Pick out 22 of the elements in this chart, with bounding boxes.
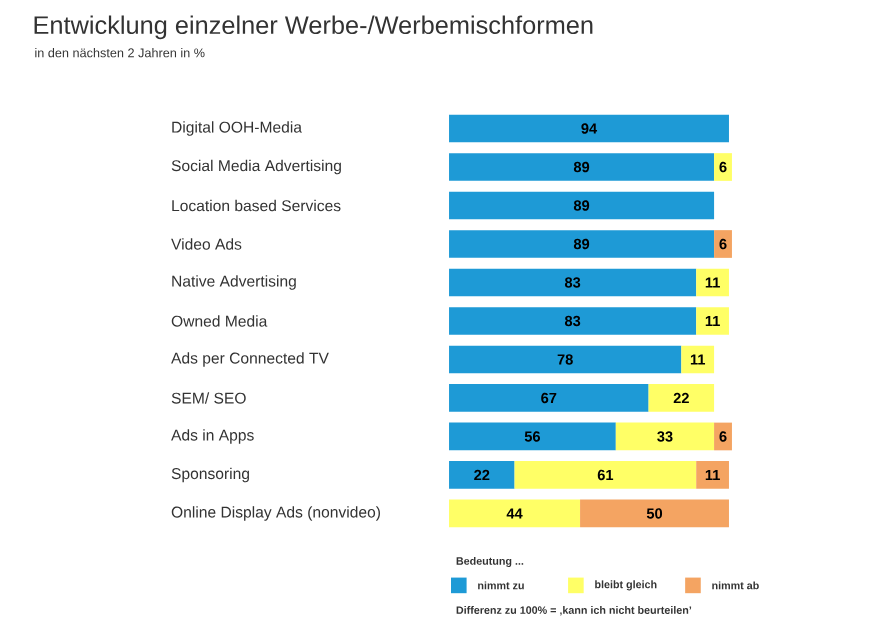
bar	[696, 306, 729, 335]
bar	[681, 345, 715, 374]
bar	[449, 422, 616, 451]
bar	[449, 152, 715, 181]
bar	[449, 306, 697, 335]
bar	[514, 460, 697, 489]
bar	[615, 422, 715, 451]
bar	[714, 152, 732, 181]
bar	[449, 229, 715, 258]
bar	[449, 345, 682, 374]
chart-title: Entwicklung einzelner Werbe-/Werbemischformen	[34, 15, 593, 39]
bar	[449, 268, 697, 297]
bar	[449, 114, 729, 143]
bar	[449, 383, 649, 412]
bar	[449, 191, 715, 220]
bar	[580, 499, 729, 528]
bar	[449, 460, 515, 489]
bar	[696, 460, 729, 489]
bar	[696, 268, 729, 297]
bar	[714, 229, 732, 258]
bar	[648, 383, 715, 412]
bar	[449, 499, 581, 528]
